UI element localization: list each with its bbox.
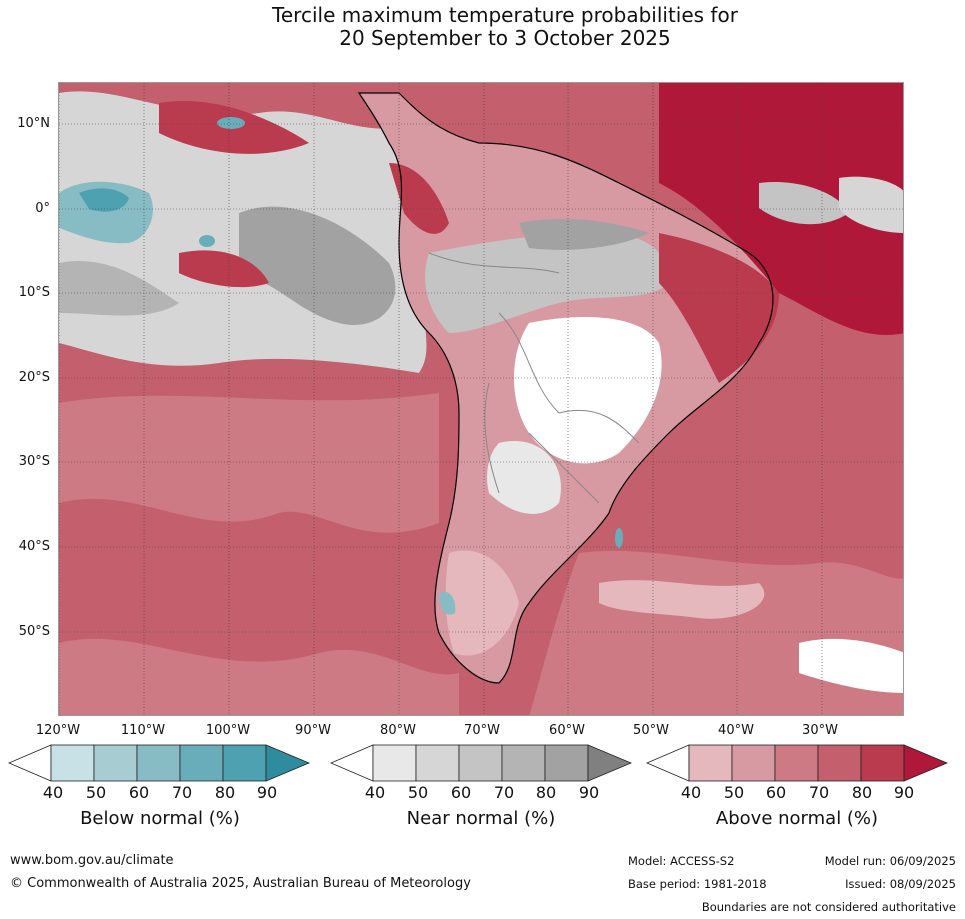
lon-label-110w: 110°W (120, 723, 166, 738)
amazon-grey-core (519, 218, 649, 250)
atlantic-near-normal-east (839, 176, 903, 233)
above-colorbar-box-3 (774, 744, 819, 782)
lat-label-20s: 20°S (18, 370, 50, 385)
pacific-far-south (59, 638, 459, 715)
near-tick-40: 40 (364, 783, 386, 802)
south-atlantic-white (799, 638, 903, 693)
below-colorbar-box-5 (222, 744, 267, 782)
pacific-grey-west (59, 261, 179, 316)
probability-map (58, 82, 904, 716)
colorbar-below-normal (8, 744, 311, 782)
below-tick-50: 50 (85, 783, 107, 802)
patagonia-blue (439, 591, 456, 615)
paraguay-near-normal (487, 441, 561, 514)
near-normal-label: Near normal (%) (406, 808, 556, 829)
south-atlantic-band (529, 550, 903, 715)
colorbar-above-normal (646, 744, 949, 782)
near-colorbar-box-5 (544, 744, 589, 782)
below-normal-core-west (79, 188, 129, 212)
below-colorbar-box-4 (179, 744, 224, 782)
above-tick-70: 70 (808, 783, 830, 802)
lat-label-40s: 40°S (18, 539, 50, 554)
near-colorbar-box-4 (501, 744, 546, 782)
map-title: Tercile maximum temperature probabilitie… (0, 4, 965, 50)
map-svg (59, 83, 903, 715)
colombia-red (389, 163, 449, 234)
near-colorbar-left-arrow (330, 744, 374, 782)
below-tick-90: 90 (256, 783, 278, 802)
below-tick-80: 80 (214, 783, 236, 802)
above-tick-60: 60 (765, 783, 787, 802)
lon-label-80w: 80°W (380, 723, 416, 738)
base-period-text: Base period: 1981-2018 (628, 877, 767, 891)
lat-label-10s: 10°S (18, 285, 50, 300)
above-colorbar-box-2 (731, 744, 776, 782)
model-text: Model: ACCESS-S2 (628, 854, 735, 868)
near-tick-70: 70 (493, 783, 515, 802)
coastline (357, 92, 774, 684)
lon-label-40w: 40°W (718, 723, 754, 738)
near-colorbar-box-1 (372, 744, 417, 782)
below-normal-patch-atlantic (615, 528, 623, 548)
south-atlantic-light (599, 580, 765, 619)
near-tick-90: 90 (578, 783, 600, 802)
lon-label-120w: 120°W (35, 723, 81, 738)
lon-label-60w: 60°W (549, 723, 585, 738)
lat-label-10n: 10°N (17, 116, 50, 131)
title-line-2: 20 September to 3 October 2025 (339, 26, 671, 50)
country-borders (428, 252, 640, 504)
above-colorbar-box-5 (860, 744, 905, 782)
below-normal-label: Below normal (%) (80, 808, 240, 829)
near-tick-60: 60 (450, 783, 472, 802)
above-tick-40: 40 (680, 783, 702, 802)
patagonia-light (445, 550, 519, 656)
above-colorbar-box-4 (817, 744, 862, 782)
near-colorbar-right-arrow (587, 744, 633, 782)
pacific-red-mid (179, 250, 269, 288)
above-colorbar-right-arrow (903, 744, 949, 782)
lon-label-70w: 70°W (464, 723, 500, 738)
below-colorbar-box-1 (50, 744, 95, 782)
below-tick-70: 70 (171, 783, 193, 802)
below-tick-40: 40 (42, 783, 64, 802)
below-colorbar-right-arrow (265, 744, 311, 782)
near-tick-50: 50 (407, 783, 429, 802)
near-colorbar-box-3 (458, 744, 503, 782)
below-normal-patch-mid (199, 235, 215, 247)
above-tick-50: 50 (723, 783, 745, 802)
lon-label-100w: 100°W (205, 723, 251, 738)
near-colorbar-box-2 (415, 744, 460, 782)
pacific-grey-core (239, 206, 396, 325)
graticule (59, 83, 903, 715)
lat-label-50s: 50°S (18, 624, 50, 639)
below-colorbar-left-arrow (8, 744, 52, 782)
above-tick-80: 80 (851, 783, 873, 802)
below-normal-patch-north (217, 117, 245, 129)
issued-text: Issued: 08/09/2025 (845, 877, 956, 891)
lat-label-0: 0° (35, 201, 50, 216)
copyright-text: © Commonwealth of Australia 2025, Austra… (10, 876, 471, 891)
amazon-near-normal (425, 233, 669, 333)
lon-label-50w: 50°W (633, 723, 669, 738)
colorbar-near-normal (330, 744, 633, 782)
website-link[interactable]: www.bom.gov.au/climate (10, 853, 174, 868)
title-line-1: Tercile maximum temperature probabilitie… (272, 3, 738, 27)
above-colorbar-box-1 (688, 744, 733, 782)
central-brazil-white (514, 317, 662, 464)
lon-label-30w: 30°W (802, 723, 838, 738)
below-colorbar-box-3 (136, 744, 181, 782)
below-tick-60: 60 (128, 783, 150, 802)
boundaries-disclaimer: Boundaries are not considered authoritat… (701, 900, 956, 914)
lat-label-30s: 30°S (18, 454, 50, 469)
above-normal-label: Above normal (%) (715, 808, 879, 829)
below-colorbar-box-2 (93, 744, 138, 782)
atlantic-near-normal (759, 182, 849, 225)
model-run-text: Model run: 06/09/2025 (824, 854, 956, 868)
above-colorbar-left-arrow (646, 744, 690, 782)
above-tick-90: 90 (893, 783, 915, 802)
east-brazil-red (659, 233, 779, 383)
lon-label-90w: 90°W (295, 723, 331, 738)
near-tick-80: 80 (535, 783, 557, 802)
